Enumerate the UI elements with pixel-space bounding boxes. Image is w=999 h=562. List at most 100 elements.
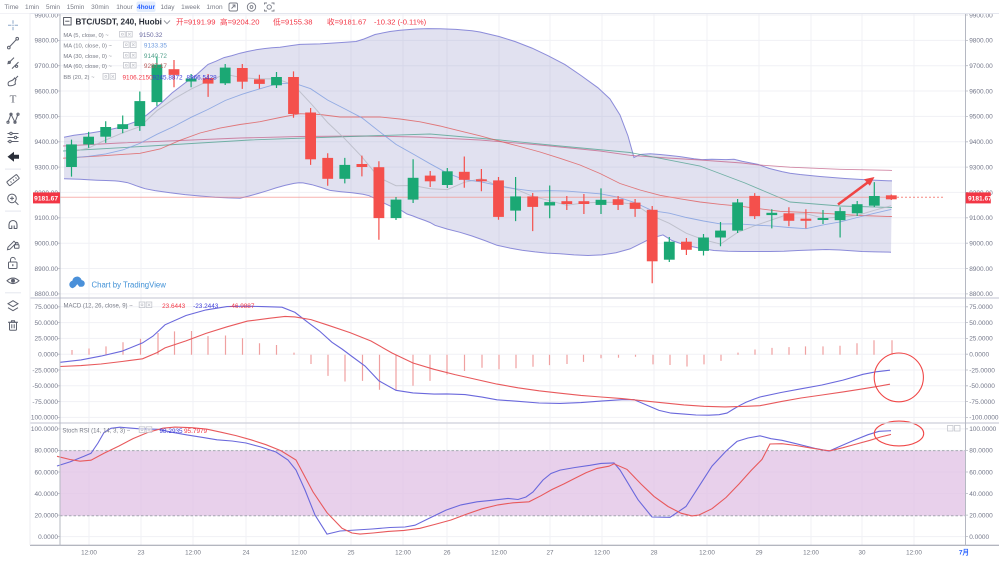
svg-text:40.0000: 40.0000 bbox=[35, 491, 59, 498]
svg-text:12:00: 12:00 bbox=[395, 550, 411, 557]
svg-text:0.0000: 0.0000 bbox=[969, 534, 989, 541]
svg-text:8966.5428: 8966.5428 bbox=[187, 74, 218, 81]
svg-text:1mon: 1mon bbox=[206, 4, 223, 11]
svg-text:Chart by TradingView: Chart by TradingView bbox=[92, 281, 167, 290]
svg-text:80.0000: 80.0000 bbox=[969, 448, 993, 455]
svg-text:-100.0000: -100.0000 bbox=[29, 415, 59, 422]
svg-text:9300.00: 9300.00 bbox=[969, 164, 993, 171]
svg-text:1week: 1week bbox=[181, 4, 201, 11]
svg-text:28: 28 bbox=[650, 550, 658, 557]
svg-text:1hour: 1hour bbox=[116, 4, 133, 11]
svg-text:25: 25 bbox=[347, 550, 355, 557]
svg-text:-75.0000: -75.0000 bbox=[969, 399, 995, 406]
svg-text:4hour: 4hour bbox=[137, 4, 156, 11]
svg-text:20.0000: 20.0000 bbox=[35, 512, 59, 519]
svg-text:高=9204.20: 高=9204.20 bbox=[220, 16, 259, 26]
svg-text:60.0000: 60.0000 bbox=[969, 469, 993, 476]
svg-text:9000.00: 9000.00 bbox=[35, 241, 59, 248]
svg-text:40.0000: 40.0000 bbox=[969, 491, 993, 498]
svg-text:9600.00: 9600.00 bbox=[969, 88, 993, 95]
svg-text:12:00: 12:00 bbox=[291, 550, 307, 557]
svg-text:9500.00: 9500.00 bbox=[969, 114, 993, 121]
svg-text:-23.2443: -23.2443 bbox=[193, 303, 219, 310]
svg-text:BTC/USDT, 240, Huobi: BTC/USDT, 240, Huobi bbox=[76, 17, 162, 26]
svg-text:-100.0000: -100.0000 bbox=[969, 415, 999, 422]
svg-text:80.0000: 80.0000 bbox=[35, 448, 59, 455]
svg-text:8800.00: 8800.00 bbox=[969, 291, 993, 298]
svg-text:-75.0000: -75.0000 bbox=[32, 399, 58, 406]
svg-text:MA (5, close, 0) ~: MA (5, close, 0) ~ bbox=[63, 33, 109, 39]
svg-text:20.0000: 20.0000 bbox=[969, 512, 993, 519]
svg-text:9400.00: 9400.00 bbox=[969, 139, 993, 146]
svg-text:-25.0000: -25.0000 bbox=[32, 367, 58, 374]
svg-text:9800.00: 9800.00 bbox=[35, 38, 59, 45]
svg-text:-46.9887: -46.9887 bbox=[229, 303, 255, 310]
svg-text:27: 27 bbox=[546, 550, 554, 557]
svg-text:9300.00: 9300.00 bbox=[35, 164, 59, 171]
svg-text:23.6443: 23.6443 bbox=[162, 303, 186, 310]
svg-text:9181.67: 9181.67 bbox=[34, 196, 58, 203]
svg-text:9100.00: 9100.00 bbox=[969, 215, 993, 222]
svg-text:12:00: 12:00 bbox=[81, 550, 97, 557]
svg-text:95.7979: 95.7979 bbox=[184, 428, 208, 435]
svg-text:-10.32 (-0.11%): -10.32 (-0.11%) bbox=[374, 17, 427, 26]
svg-text:-50.0000: -50.0000 bbox=[969, 383, 995, 390]
svg-text:9150.32: 9150.32 bbox=[139, 32, 163, 39]
svg-text:25.0000: 25.0000 bbox=[969, 336, 993, 343]
svg-text:MA (10, close, 0) ~: MA (10, close, 0) ~ bbox=[63, 43, 112, 49]
svg-text:MA (30, close, 0) ~: MA (30, close, 0) ~ bbox=[63, 54, 112, 60]
svg-text:MACD (12, 26, close, 9) ~: MACD (12, 26, close, 9) ~ bbox=[64, 304, 134, 310]
svg-text:9400.00: 9400.00 bbox=[35, 139, 59, 146]
svg-text:-25.0000: -25.0000 bbox=[969, 367, 995, 374]
svg-text:25.0000: 25.0000 bbox=[35, 336, 59, 343]
svg-text:收=9181.67: 收=9181.67 bbox=[327, 16, 366, 26]
svg-text:9600.00: 9600.00 bbox=[35, 88, 59, 95]
svg-text:9700.00: 9700.00 bbox=[969, 63, 993, 70]
svg-text:26: 26 bbox=[443, 550, 451, 557]
svg-text:12:00: 12:00 bbox=[185, 550, 201, 557]
svg-text:Time: Time bbox=[4, 4, 19, 11]
svg-text:50.0000: 50.0000 bbox=[969, 320, 993, 327]
svg-text:75.0000: 75.0000 bbox=[969, 304, 993, 311]
svg-text:9000.00: 9000.00 bbox=[969, 241, 993, 248]
svg-text:MA (60, close, 0) ~: MA (60, close, 0) ~ bbox=[63, 64, 112, 70]
svg-text:24: 24 bbox=[242, 550, 250, 557]
svg-text:9287.17: 9287.17 bbox=[144, 63, 168, 70]
svg-text:9100.00: 9100.00 bbox=[35, 215, 59, 222]
svg-text:0.0000: 0.0000 bbox=[969, 352, 989, 359]
svg-text:12:00: 12:00 bbox=[699, 550, 715, 557]
svg-text:100.0000: 100.0000 bbox=[969, 426, 996, 433]
svg-text:开=9191.99: 开=9191.99 bbox=[176, 17, 215, 26]
svg-text:9133.35: 9133.35 bbox=[144, 43, 168, 50]
svg-text:9106.2150: 9106.2150 bbox=[123, 74, 154, 81]
svg-text:9140.72: 9140.72 bbox=[144, 53, 168, 60]
svg-text:BB (20, 2) ~: BB (20, 2) ~ bbox=[63, 75, 95, 81]
svg-text:75.0000: 75.0000 bbox=[35, 304, 59, 311]
svg-text:1min: 1min bbox=[25, 4, 39, 11]
svg-text:30min: 30min bbox=[91, 4, 109, 11]
svg-text:12:00: 12:00 bbox=[803, 550, 819, 557]
svg-text:9245.8872: 9245.8872 bbox=[152, 74, 183, 81]
svg-text:29: 29 bbox=[755, 550, 763, 557]
svg-text:Stoch RSI (14, 14, 3, 3) ~: Stoch RSI (14, 14, 3, 3) ~ bbox=[62, 429, 130, 435]
svg-text:8900.00: 8900.00 bbox=[35, 266, 59, 273]
svg-text:9900.00: 9900.00 bbox=[969, 12, 993, 19]
svg-text:低=9155.38: 低=9155.38 bbox=[273, 16, 312, 26]
svg-text:0.0000: 0.0000 bbox=[38, 352, 58, 359]
svg-text:100.0000: 100.0000 bbox=[31, 426, 58, 433]
svg-text:12:00: 12:00 bbox=[906, 550, 922, 557]
svg-text:9900.00: 9900.00 bbox=[35, 12, 59, 19]
svg-text:9700.00: 9700.00 bbox=[35, 63, 59, 70]
svg-text:0.0000: 0.0000 bbox=[38, 534, 58, 541]
svg-text:-50.0000: -50.0000 bbox=[32, 383, 58, 390]
svg-text:5min: 5min bbox=[46, 4, 60, 11]
svg-text:60.0000: 60.0000 bbox=[35, 469, 59, 476]
svg-text:9800.00: 9800.00 bbox=[969, 38, 993, 45]
svg-text:1day: 1day bbox=[160, 4, 175, 11]
svg-text:12:00: 12:00 bbox=[594, 550, 610, 557]
svg-text:98.2935: 98.2935 bbox=[160, 428, 184, 435]
svg-text:T: T bbox=[10, 94, 17, 106]
svg-text:8800.00: 8800.00 bbox=[35, 291, 59, 298]
svg-text:30: 30 bbox=[858, 550, 866, 557]
svg-text:50.0000: 50.0000 bbox=[35, 320, 59, 327]
